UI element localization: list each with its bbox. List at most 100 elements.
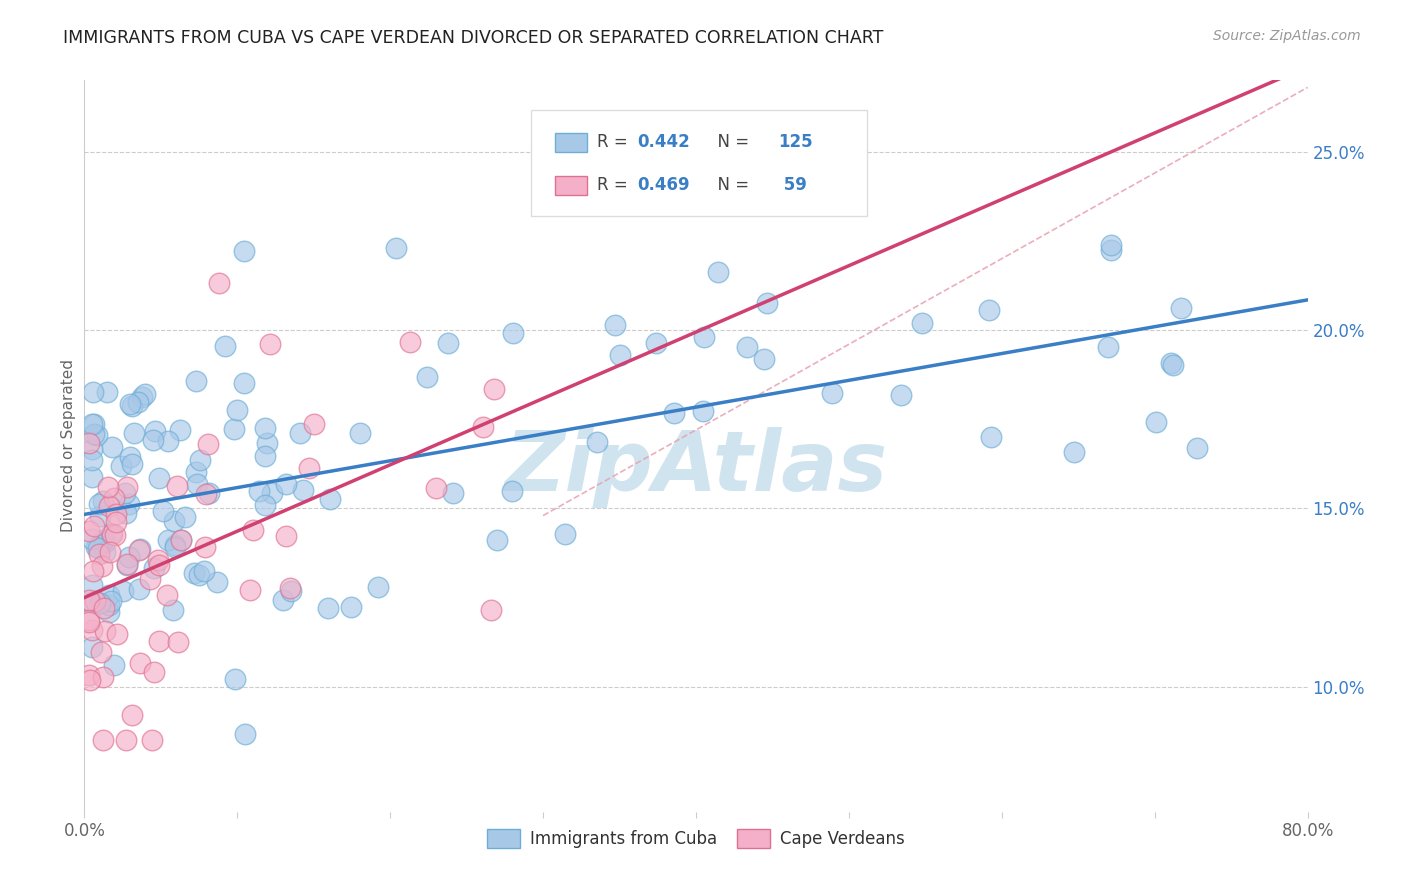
Point bbox=[91, 533, 114, 547]
Point bbox=[148, 558, 170, 572]
Point bbox=[122, 426, 145, 441]
Point bbox=[142, 433, 165, 447]
Point bbox=[262, 486, 284, 500]
Text: N =: N = bbox=[707, 134, 755, 152]
Point bbox=[77, 436, 100, 450]
Point bbox=[87, 541, 110, 555]
Point bbox=[80, 640, 103, 654]
Point bbox=[259, 337, 281, 351]
Point bbox=[290, 426, 312, 441]
Point bbox=[755, 296, 778, 310]
Point bbox=[278, 581, 301, 595]
Point bbox=[174, 510, 197, 524]
Point bbox=[754, 352, 776, 367]
Point bbox=[692, 404, 714, 418]
Point bbox=[98, 588, 121, 602]
Legend: Immigrants from Cuba, Cape Verdeans: Immigrants from Cuba, Cape Verdeans bbox=[479, 822, 912, 855]
Point bbox=[479, 603, 502, 617]
Text: 59: 59 bbox=[778, 177, 807, 194]
Point bbox=[298, 461, 321, 475]
Point bbox=[104, 507, 127, 521]
Point bbox=[87, 547, 110, 561]
Point bbox=[207, 575, 229, 590]
Point bbox=[121, 399, 143, 413]
Point bbox=[187, 567, 209, 582]
Point bbox=[156, 434, 179, 448]
Point bbox=[100, 545, 122, 559]
Point bbox=[399, 334, 422, 349]
Y-axis label: Divorced or Separated: Divorced or Separated bbox=[60, 359, 76, 533]
Point bbox=[80, 578, 103, 592]
Point bbox=[118, 397, 141, 411]
Point bbox=[184, 466, 207, 480]
Point bbox=[735, 340, 758, 354]
Text: N =: N = bbox=[707, 177, 755, 194]
Point bbox=[235, 727, 257, 741]
Point bbox=[146, 553, 169, 567]
Point bbox=[226, 403, 249, 417]
Point bbox=[89, 596, 111, 610]
Point bbox=[100, 594, 122, 608]
Point bbox=[1160, 356, 1182, 370]
Point bbox=[128, 582, 150, 597]
Point bbox=[233, 376, 256, 390]
Point bbox=[118, 550, 141, 565]
Point bbox=[152, 504, 174, 518]
Text: Source: ZipAtlas.com: Source: ZipAtlas.com bbox=[1213, 29, 1361, 43]
Point bbox=[89, 509, 111, 524]
Point bbox=[83, 426, 105, 441]
Point bbox=[115, 558, 138, 572]
Point bbox=[184, 374, 207, 388]
Point bbox=[121, 708, 143, 723]
Point bbox=[82, 385, 104, 400]
Point bbox=[131, 390, 153, 404]
Point bbox=[253, 498, 276, 512]
Point bbox=[208, 276, 231, 290]
Point bbox=[127, 395, 149, 409]
Text: R =: R = bbox=[598, 177, 633, 194]
Point bbox=[256, 436, 278, 450]
Point bbox=[645, 335, 668, 350]
Point bbox=[98, 598, 121, 612]
Point bbox=[1099, 238, 1122, 252]
Point bbox=[115, 506, 138, 520]
Point bbox=[980, 430, 1002, 444]
Point bbox=[115, 480, 138, 494]
Point bbox=[233, 244, 256, 259]
Point bbox=[890, 388, 912, 402]
Point bbox=[121, 457, 143, 471]
Point bbox=[141, 733, 163, 747]
Point bbox=[166, 478, 188, 492]
Point bbox=[183, 566, 205, 580]
Point bbox=[239, 583, 262, 598]
Point bbox=[90, 645, 112, 659]
Point bbox=[280, 584, 302, 599]
Point bbox=[167, 634, 190, 648]
Point bbox=[554, 527, 576, 541]
Point bbox=[224, 672, 246, 686]
Point bbox=[83, 593, 105, 607]
Point bbox=[437, 335, 460, 350]
Point bbox=[82, 533, 104, 547]
Point bbox=[148, 471, 170, 485]
Point bbox=[693, 330, 716, 344]
Point bbox=[911, 316, 934, 330]
Point bbox=[163, 540, 186, 554]
Point bbox=[441, 486, 464, 500]
Point bbox=[271, 593, 294, 607]
Point bbox=[80, 470, 103, 484]
Point bbox=[100, 440, 122, 454]
Point bbox=[148, 633, 170, 648]
Point bbox=[242, 523, 264, 537]
Point bbox=[1063, 444, 1085, 458]
Point bbox=[100, 526, 122, 541]
Point bbox=[118, 450, 141, 464]
Point bbox=[156, 533, 179, 547]
Point bbox=[707, 264, 730, 278]
Point bbox=[114, 486, 136, 500]
Point bbox=[472, 419, 495, 434]
Point bbox=[1185, 441, 1208, 455]
Point bbox=[104, 528, 127, 542]
Point bbox=[163, 514, 186, 528]
Point bbox=[104, 515, 127, 529]
